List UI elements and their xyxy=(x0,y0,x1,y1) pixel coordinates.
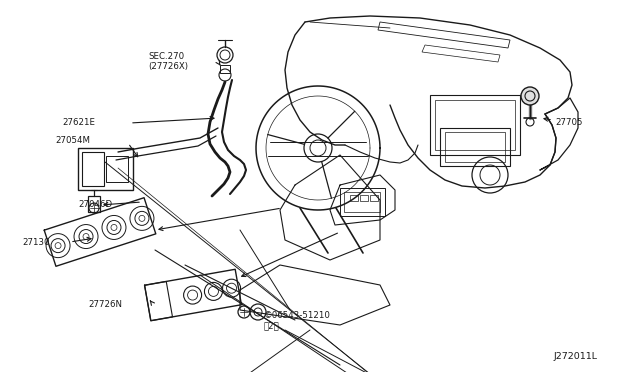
Text: 27054M: 27054M xyxy=(55,136,90,145)
Bar xyxy=(370,195,378,201)
Text: 27046D: 27046D xyxy=(78,200,112,209)
Bar xyxy=(350,195,358,201)
Bar xyxy=(440,128,510,166)
Bar xyxy=(340,188,385,216)
Bar xyxy=(360,195,368,201)
Bar xyxy=(445,132,505,162)
Circle shape xyxy=(521,87,539,105)
Bar xyxy=(78,148,133,190)
Text: 27130: 27130 xyxy=(22,238,49,247)
Text: 27705: 27705 xyxy=(555,118,582,127)
Bar xyxy=(430,95,520,155)
Bar xyxy=(88,196,100,212)
Text: ©06543-51210
＜2＞: ©06543-51210 ＜2＞ xyxy=(264,311,331,330)
Bar xyxy=(435,100,515,150)
Bar xyxy=(82,152,104,186)
Bar xyxy=(220,65,230,73)
Text: 27726N: 27726N xyxy=(88,300,122,309)
Text: J272011L: J272011L xyxy=(554,352,598,361)
Bar xyxy=(344,192,380,212)
Text: 27621E: 27621E xyxy=(62,118,95,127)
Text: SEC.270
(27726X): SEC.270 (27726X) xyxy=(148,52,188,71)
Bar xyxy=(106,156,128,182)
